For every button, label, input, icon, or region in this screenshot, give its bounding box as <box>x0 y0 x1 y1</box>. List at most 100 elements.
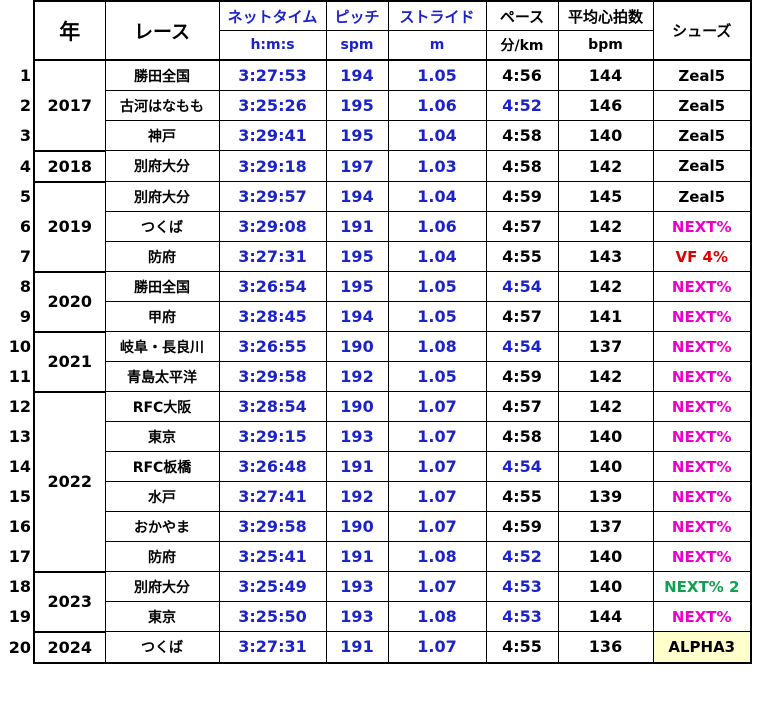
pace-value: 4:54 <box>485 451 559 482</box>
pace-value: 4:58 <box>485 421 559 452</box>
race-name: つくば <box>104 211 220 242</box>
race-name: 東京 <box>104 601 220 632</box>
row-index: 16 <box>8 517 31 536</box>
race-name: 岐阜・長良川 <box>104 331 220 362</box>
race-name: RFC板橋 <box>104 451 220 482</box>
stride-value: 1.08 <box>387 331 487 362</box>
heart-rate-value: 140 <box>557 541 654 572</box>
heart-rate-value: 142 <box>557 211 654 242</box>
race-name: つくば <box>104 631 220 664</box>
stride-value: 1.07 <box>387 631 487 664</box>
row-index: 17 <box>8 547 31 566</box>
pitch-value: 192 <box>325 361 389 392</box>
year-cell: 2021 <box>33 330 106 393</box>
race-name: 防府 <box>104 241 220 272</box>
shoes-name: NEXT% <box>652 541 752 572</box>
pitch-value: 194 <box>325 301 389 332</box>
race-name: 甲府 <box>104 301 220 332</box>
net-time: 3:27:31 <box>218 631 327 664</box>
net-time: 3:29:41 <box>218 120 327 151</box>
shoes-name: VF 4% <box>652 241 752 272</box>
shoes-name: NEXT% <box>652 601 752 632</box>
table-row: 11 青島太平洋 3:29:58 192 1.05 4:59 142 NEXT% <box>0 361 752 392</box>
race-name: 勝田全国 <box>104 271 220 302</box>
stride-value: 1.07 <box>387 391 487 422</box>
header-race: レース <box>104 0 220 61</box>
table-row: 15 水戸 3:27:41 192 1.07 4:55 139 NEXT% <box>0 481 752 512</box>
race-name: RFC大阪 <box>104 391 220 422</box>
pace-value: 4:53 <box>485 571 559 602</box>
pace-value: 4:54 <box>485 271 559 302</box>
row-index: 19 <box>8 607 31 626</box>
heart-rate-value: 146 <box>557 90 654 121</box>
stride-value: 1.08 <box>387 601 487 632</box>
header-index-spacer <box>0 31 34 61</box>
results-table: 年 レース ネットタイム ピッチ ストライド ペース 平均心拍数 シューズ h:… <box>0 0 752 664</box>
table-row: 20 2024 つくば 3:27:31 191 1.07 4:55 136 ALPHA3 <box>0 630 752 664</box>
pitch-value: 193 <box>325 601 389 632</box>
header-stride-unit: m <box>387 30 487 61</box>
heart-rate-value: 142 <box>557 150 654 182</box>
row-index: 14 <box>8 457 31 476</box>
stride-value: 1.05 <box>387 361 487 392</box>
heart-rate-value: 143 <box>557 241 654 272</box>
pitch-value: 195 <box>325 120 389 151</box>
net-time: 3:28:45 <box>218 301 327 332</box>
stride-value: 1.07 <box>387 421 487 452</box>
pace-value: 4:57 <box>485 301 559 332</box>
pace-value: 4:55 <box>485 631 559 664</box>
table-row: 10 2021 岐阜・長良川 3:26:55 190 1.08 4:54 137 NEXT% <box>0 330 752 393</box>
stride-value: 1.08 <box>387 541 487 572</box>
row-index: 4 <box>19 156 31 176</box>
pitch-value: 191 <box>325 211 389 242</box>
stride-value: 1.06 <box>387 211 487 242</box>
table-row: 5 2019 別府大分 3:29:57 194 1.04 4:59 145 Zeal5 <box>0 180 752 273</box>
net-time: 3:29:15 <box>218 421 327 452</box>
pitch-value: 197 <box>325 150 389 182</box>
row-index: 12 <box>8 397 31 416</box>
pace-value: 4:57 <box>485 391 559 422</box>
net-time: 3:25:50 <box>218 601 327 632</box>
stride-value: 1.04 <box>387 120 487 151</box>
shoes-name: NEXT% <box>652 301 752 332</box>
table-row: 7 防府 3:27:31 195 1.04 4:55 143 VF 4% <box>0 241 752 272</box>
header-net-time: ネットタイム <box>218 0 327 31</box>
row-index: 2 <box>19 96 31 115</box>
heart-rate-value: 141 <box>557 301 654 332</box>
net-time: 3:29:08 <box>218 211 327 242</box>
header-year: 年 <box>33 0 106 61</box>
table-row: 4 2018 別府大分 3:29:18 197 1.03 4:58 142 Zeal5 <box>0 149 752 183</box>
header-row-2: h:m:s spm m 分/km bpm <box>0 30 751 61</box>
stride-value: 1.04 <box>387 241 487 272</box>
heart-rate-value: 137 <box>557 511 654 542</box>
heart-rate-value: 137 <box>557 331 654 362</box>
pitch-value: 191 <box>325 541 389 572</box>
table-row: 1 2017 勝田全国 3:27:53 194 1.05 4:56 144 Zeal5 <box>0 59 752 152</box>
row-index: 18 <box>8 577 31 596</box>
year-cell: 2018 <box>33 149 106 183</box>
race-name: 水戸 <box>104 481 220 512</box>
race-name: 別府大分 <box>104 571 220 602</box>
row-index: 5 <box>19 187 31 206</box>
row-index: 13 <box>8 427 31 446</box>
stride-value: 1.03 <box>387 150 487 182</box>
pace-value: 4:58 <box>485 150 559 182</box>
net-time: 3:27:41 <box>218 481 327 512</box>
shoes-name: ALPHA3 <box>652 631 752 664</box>
net-time: 3:29:57 <box>218 181 327 212</box>
header-net-time-unit: h:m:s <box>218 30 327 61</box>
pace-value: 4:52 <box>485 541 559 572</box>
pitch-value: 190 <box>325 391 389 422</box>
heart-rate-value: 136 <box>557 631 654 664</box>
shoes-name: Zeal5 <box>652 90 752 121</box>
net-time: 3:26:55 <box>218 331 327 362</box>
race-name: 青島太平洋 <box>104 361 220 392</box>
pitch-value: 195 <box>325 271 389 302</box>
header-shoes: シューズ <box>652 0 752 61</box>
header-pace: ペース <box>485 0 559 31</box>
net-time: 3:27:31 <box>218 241 327 272</box>
pitch-value: 191 <box>325 631 389 664</box>
shoes-name: NEXT% <box>652 391 752 422</box>
row-index: 7 <box>19 247 31 266</box>
pitch-value: 190 <box>325 511 389 542</box>
